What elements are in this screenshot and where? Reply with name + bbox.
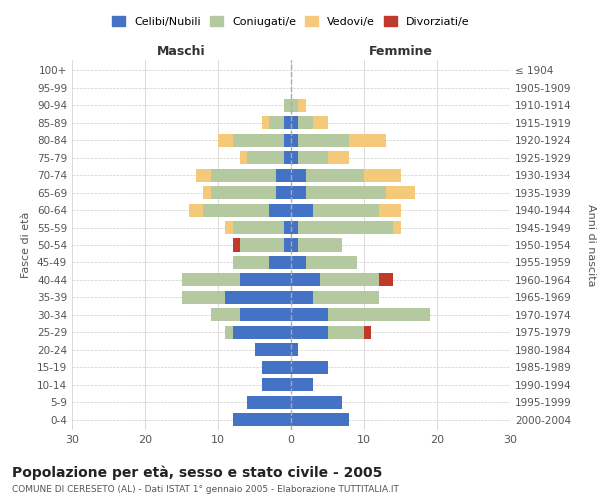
Bar: [291, 360, 328, 374]
Bar: [291, 308, 328, 322]
Bar: [328, 151, 349, 164]
Bar: [291, 378, 313, 391]
Bar: [393, 221, 401, 234]
Bar: [218, 134, 233, 147]
Bar: [240, 308, 291, 322]
Bar: [233, 134, 284, 147]
Bar: [269, 116, 284, 130]
Text: COMUNE DI CERESETO (AL) - Dati ISTAT 1° gennaio 2005 - Elaborazione TUTTITALIA.I: COMUNE DI CERESETO (AL) - Dati ISTAT 1° …: [12, 485, 399, 494]
Bar: [349, 134, 386, 147]
Bar: [240, 238, 284, 252]
Bar: [284, 151, 291, 164]
Bar: [291, 291, 313, 304]
Bar: [284, 238, 291, 252]
Bar: [182, 274, 240, 286]
Bar: [291, 168, 305, 181]
Bar: [291, 116, 298, 130]
Bar: [284, 99, 291, 112]
Bar: [269, 256, 291, 269]
Bar: [203, 186, 211, 199]
Bar: [211, 186, 277, 199]
Legend: Celibi/Nubili, Coniugati/e, Vedovi/e, Divorziati/e: Celibi/Nubili, Coniugati/e, Vedovi/e, Di…: [108, 12, 474, 32]
Bar: [386, 186, 415, 199]
Bar: [364, 168, 401, 181]
Bar: [291, 204, 313, 216]
Bar: [240, 274, 291, 286]
Bar: [233, 326, 291, 339]
Bar: [291, 221, 298, 234]
Bar: [320, 274, 379, 286]
Bar: [203, 204, 269, 216]
Bar: [291, 134, 298, 147]
Bar: [298, 99, 305, 112]
Bar: [291, 99, 298, 112]
Bar: [254, 343, 291, 356]
Bar: [313, 204, 379, 216]
Bar: [328, 308, 430, 322]
Text: Maschi: Maschi: [157, 46, 206, 59]
Bar: [284, 221, 291, 234]
Bar: [240, 151, 247, 164]
Bar: [284, 134, 291, 147]
Bar: [313, 291, 379, 304]
Bar: [262, 378, 291, 391]
Bar: [233, 413, 291, 426]
Bar: [291, 274, 320, 286]
Bar: [305, 186, 386, 199]
Bar: [364, 326, 371, 339]
Bar: [305, 168, 364, 181]
Bar: [269, 204, 291, 216]
Bar: [211, 308, 240, 322]
Bar: [291, 343, 298, 356]
Bar: [379, 204, 401, 216]
Bar: [277, 186, 291, 199]
Bar: [211, 168, 277, 181]
Text: Popolazione per età, sesso e stato civile - 2005: Popolazione per età, sesso e stato civil…: [12, 465, 382, 479]
Bar: [226, 291, 291, 304]
Y-axis label: Anni di nascita: Anni di nascita: [586, 204, 595, 286]
Bar: [196, 168, 211, 181]
Bar: [291, 396, 342, 408]
Bar: [328, 326, 364, 339]
Bar: [291, 326, 328, 339]
Bar: [291, 238, 298, 252]
Bar: [277, 168, 291, 181]
Bar: [291, 256, 305, 269]
Bar: [379, 274, 393, 286]
Bar: [262, 360, 291, 374]
Y-axis label: Fasce di età: Fasce di età: [22, 212, 31, 278]
Bar: [298, 134, 349, 147]
Bar: [284, 116, 291, 130]
Bar: [233, 221, 284, 234]
Bar: [298, 221, 393, 234]
Bar: [313, 116, 328, 130]
Bar: [305, 256, 357, 269]
Bar: [291, 151, 298, 164]
Bar: [226, 326, 233, 339]
Bar: [262, 116, 269, 130]
Bar: [247, 396, 291, 408]
Bar: [233, 256, 269, 269]
Bar: [233, 238, 240, 252]
Bar: [247, 151, 284, 164]
Bar: [298, 238, 342, 252]
Text: Femmine: Femmine: [368, 46, 433, 59]
Bar: [298, 151, 328, 164]
Bar: [226, 221, 233, 234]
Bar: [291, 186, 305, 199]
Bar: [182, 291, 226, 304]
Bar: [298, 116, 313, 130]
Bar: [291, 413, 349, 426]
Bar: [189, 204, 203, 216]
